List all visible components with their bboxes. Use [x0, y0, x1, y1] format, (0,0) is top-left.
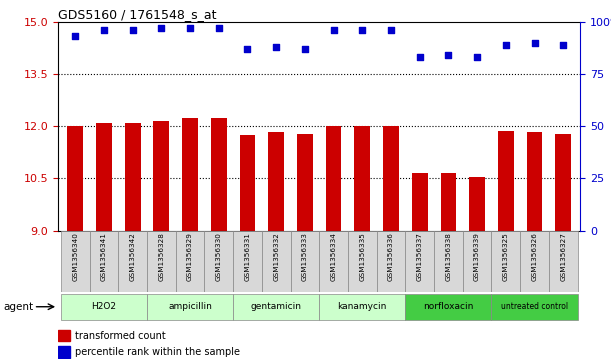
Text: GSM1356337: GSM1356337: [417, 232, 423, 281]
Bar: [147, 231, 176, 292]
Point: [357, 27, 367, 33]
Bar: [61, 294, 147, 320]
Bar: [549, 231, 577, 292]
Bar: [405, 231, 434, 292]
Bar: [205, 231, 233, 292]
Bar: [319, 231, 348, 292]
Bar: [125, 123, 141, 231]
Point: [472, 54, 482, 60]
Bar: [441, 173, 456, 231]
Bar: [348, 231, 376, 292]
Bar: [297, 134, 313, 231]
Text: GSM1356335: GSM1356335: [359, 232, 365, 281]
Text: GSM1356336: GSM1356336: [388, 232, 394, 281]
Point: [70, 33, 80, 39]
Bar: [498, 131, 514, 231]
Text: GSM1356332: GSM1356332: [273, 232, 279, 281]
Point: [99, 27, 109, 33]
Bar: [520, 231, 549, 292]
Text: H2O2: H2O2: [92, 302, 117, 311]
Point: [214, 25, 224, 31]
Bar: [319, 294, 405, 320]
Text: transformed count: transformed count: [75, 331, 166, 341]
Text: GSM1356339: GSM1356339: [474, 232, 480, 281]
Bar: [555, 134, 571, 231]
Text: GSM1356329: GSM1356329: [187, 232, 193, 281]
Bar: [412, 173, 428, 231]
Text: ampicillin: ampicillin: [168, 302, 212, 311]
Bar: [233, 231, 262, 292]
Point: [530, 40, 540, 46]
Bar: [434, 231, 463, 292]
Text: GSM1356327: GSM1356327: [560, 232, 566, 281]
Bar: [262, 231, 291, 292]
Point: [558, 42, 568, 48]
Bar: [463, 231, 491, 292]
Bar: [119, 231, 147, 292]
Text: GSM1356340: GSM1356340: [72, 232, 78, 281]
Text: GSM1356328: GSM1356328: [158, 232, 164, 281]
Point: [444, 52, 453, 58]
Point: [415, 54, 425, 60]
Bar: [240, 135, 255, 231]
Text: GSM1356331: GSM1356331: [244, 232, 251, 281]
Text: norfloxacin: norfloxacin: [423, 302, 474, 311]
Bar: [61, 231, 90, 292]
Bar: [176, 231, 205, 292]
Point: [501, 42, 511, 48]
Text: GSM1356341: GSM1356341: [101, 232, 107, 281]
Bar: [153, 121, 169, 231]
Point: [185, 25, 195, 31]
Text: GSM1356326: GSM1356326: [532, 232, 538, 281]
Text: GSM1356334: GSM1356334: [331, 232, 337, 281]
Bar: [90, 231, 119, 292]
Text: untreated control: untreated control: [501, 302, 568, 311]
Text: GSM1356330: GSM1356330: [216, 232, 222, 281]
Bar: [491, 294, 577, 320]
Bar: [469, 176, 485, 231]
Point: [329, 27, 338, 33]
Text: kanamycin: kanamycin: [338, 302, 387, 311]
Point: [128, 27, 137, 33]
Point: [271, 44, 281, 50]
Text: GSM1356325: GSM1356325: [503, 232, 509, 281]
Bar: [211, 118, 227, 231]
Text: GDS5160 / 1761548_s_at: GDS5160 / 1761548_s_at: [58, 8, 216, 21]
Bar: [491, 231, 520, 292]
Bar: [147, 294, 233, 320]
Text: GSM1356338: GSM1356338: [445, 232, 452, 281]
Bar: [58, 346, 70, 358]
Bar: [268, 132, 284, 231]
Bar: [96, 123, 112, 231]
Text: GSM1356342: GSM1356342: [130, 232, 136, 281]
Text: agent: agent: [3, 302, 33, 312]
Bar: [354, 126, 370, 231]
Bar: [182, 118, 198, 231]
Point: [243, 46, 252, 52]
Bar: [291, 231, 319, 292]
Bar: [67, 126, 83, 231]
Bar: [405, 294, 491, 320]
Bar: [233, 294, 319, 320]
Point: [300, 46, 310, 52]
Point: [156, 25, 166, 31]
Bar: [383, 126, 399, 231]
Text: percentile rank within the sample: percentile rank within the sample: [75, 347, 240, 357]
Bar: [58, 330, 70, 341]
Point: [386, 27, 396, 33]
Bar: [326, 126, 342, 231]
Text: GSM1356333: GSM1356333: [302, 232, 308, 281]
Bar: [376, 231, 405, 292]
Bar: [527, 132, 543, 231]
Text: gentamicin: gentamicin: [251, 302, 302, 311]
